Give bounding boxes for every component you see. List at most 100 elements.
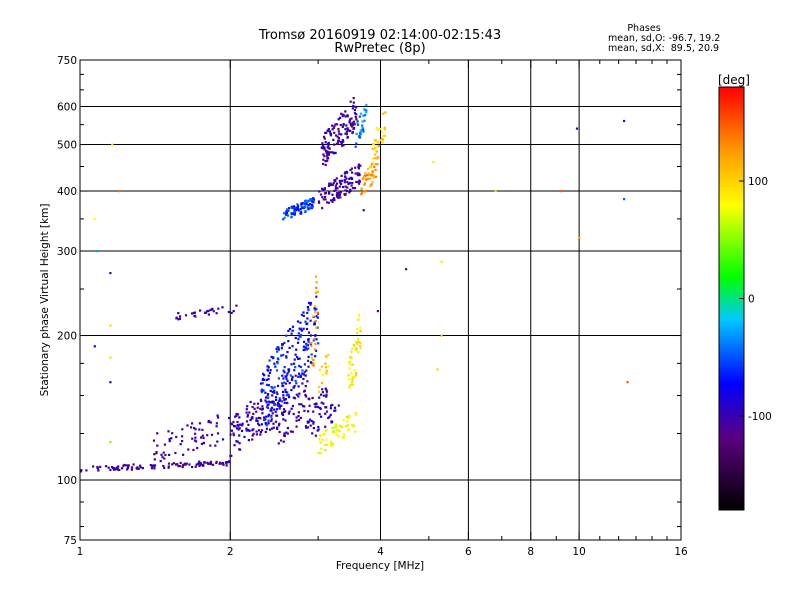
- data-point: [202, 441, 205, 445]
- data-point: [269, 369, 272, 372]
- data-point: [261, 382, 264, 385]
- data-point: [270, 415, 273, 418]
- data-point: [175, 463, 178, 466]
- colorbar-tick-label: 100: [748, 176, 768, 188]
- data-point: [375, 140, 378, 143]
- data-point: [331, 200, 334, 203]
- data-point: [282, 212, 286, 215]
- chart-subtitle: RwPretec (8p): [334, 41, 425, 56]
- data-point: [350, 372, 353, 375]
- data-point: [327, 153, 330, 156]
- data-point: [348, 386, 351, 389]
- data-point: [312, 427, 315, 430]
- data-point: [338, 185, 341, 188]
- y-axis: 75 100 200 300 400 500 600 750: [57, 55, 681, 547]
- data-point: [141, 467, 144, 470]
- data-point: [249, 419, 252, 422]
- data-point: [298, 327, 301, 330]
- data-point: [315, 286, 318, 289]
- data-point: [325, 393, 328, 396]
- data-point: [209, 421, 212, 424]
- data-point: [149, 464, 152, 467]
- data-point: [121, 467, 124, 470]
- chart-title: Tromsø 20160919 02:14:00-02:15:43: [258, 28, 501, 43]
- data-point: [260, 391, 263, 394]
- data-point: [329, 182, 332, 185]
- data-point: [266, 365, 269, 368]
- data-point: [303, 205, 307, 209]
- data-point: [349, 129, 352, 132]
- data-point: [291, 345, 294, 348]
- data-point: [293, 358, 296, 361]
- data-point: [361, 126, 364, 129]
- data-point: [162, 451, 165, 454]
- data-point: [321, 142, 324, 145]
- data-point: [330, 199, 333, 202]
- data-point: [215, 312, 218, 315]
- data-point: [275, 414, 278, 417]
- data-point: [319, 434, 322, 437]
- data-point: [191, 422, 194, 425]
- data-point: [309, 319, 312, 322]
- data-point: [283, 371, 286, 374]
- data-point: [377, 141, 380, 144]
- data-point: [312, 420, 315, 424]
- data-point: [276, 350, 279, 353]
- data-point: [187, 448, 190, 451]
- data-point: [351, 363, 354, 366]
- data-point: [319, 441, 322, 444]
- data-point: [271, 387, 274, 390]
- data-point: [212, 310, 215, 313]
- data-point: [303, 363, 306, 366]
- data-point: [163, 457, 166, 460]
- data-point: [276, 362, 279, 365]
- data-point: [156, 432, 159, 435]
- data-point: [270, 355, 273, 359]
- data-point: [626, 381, 629, 384]
- data-point: [281, 374, 284, 377]
- data-point: [292, 412, 295, 416]
- data-point: [292, 205, 295, 208]
- data-point: [306, 206, 309, 209]
- data-point: [111, 467, 115, 470]
- data-point: [337, 194, 340, 197]
- data-point: [494, 190, 497, 193]
- data-point: [331, 420, 334, 423]
- data-point: [341, 139, 344, 142]
- data-point: [354, 372, 358, 375]
- data-point: [299, 374, 302, 377]
- data-point: [349, 384, 352, 387]
- data-point: [339, 191, 342, 194]
- data-point: [284, 398, 287, 401]
- data-point: [232, 434, 235, 437]
- data-point: [323, 155, 326, 158]
- data-point: [266, 383, 269, 386]
- data-point: [300, 403, 303, 406]
- data-point: [305, 327, 309, 331]
- data-point: [251, 415, 254, 419]
- data-point: [363, 182, 367, 185]
- data-point: [290, 378, 293, 382]
- data-point: [126, 466, 129, 469]
- data-point: [351, 187, 355, 190]
- data-point: [349, 122, 352, 125]
- data-point: [265, 378, 268, 381]
- data-point: [307, 301, 311, 305]
- data-point: [289, 374, 292, 377]
- data-point: [376, 310, 379, 313]
- data-point: [209, 460, 213, 463]
- data-point: [290, 212, 293, 215]
- data-point: [323, 137, 326, 140]
- data-point: [267, 374, 270, 377]
- data-point: [338, 430, 341, 433]
- data-point: [155, 452, 158, 455]
- data-point: [233, 425, 236, 428]
- data-point: [320, 365, 323, 368]
- data-point: [273, 391, 276, 394]
- data-point: [99, 465, 102, 468]
- data-point: [325, 366, 328, 369]
- data-point: [324, 355, 328, 358]
- data-point: [137, 467, 140, 470]
- data-point: [311, 200, 314, 203]
- data-point: [317, 428, 320, 431]
